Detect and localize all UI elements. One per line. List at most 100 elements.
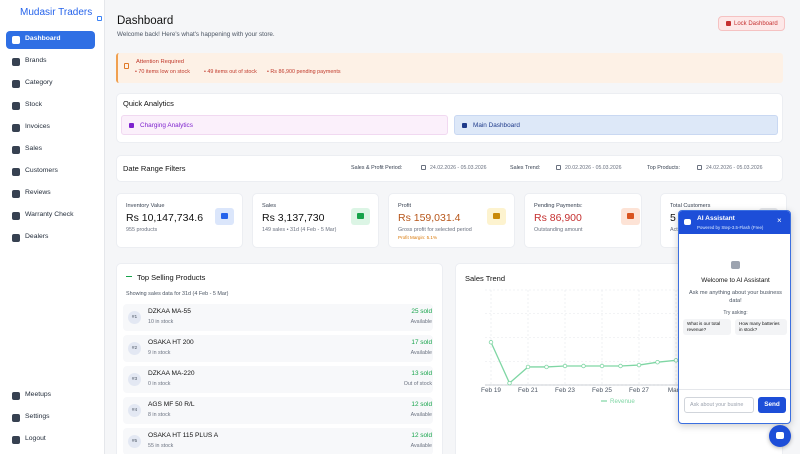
series-line: [490, 341, 677, 385]
kpi-note: Outstanding amount: [534, 227, 583, 233]
product-status: Available: [410, 319, 432, 325]
calendar-icon: [697, 165, 702, 170]
nav-label: Stock: [25, 101, 42, 108]
suggestion-chip[interactable]: What is our total revenue?: [683, 319, 731, 335]
suggestion-chip[interactable]: How many batteries in stock?: [735, 319, 787, 335]
rank-label: #1: [131, 314, 138, 320]
assistant-fab[interactable]: [769, 425, 791, 447]
nav-label: Invoices: [25, 123, 50, 130]
nav-label: Settings: [25, 413, 50, 420]
collapse-icon: [97, 16, 102, 21]
chat-input[interactable]: Ask about your busine: [684, 397, 754, 413]
kpi-value: Rs 10,147,734.6: [126, 212, 204, 224]
lock-icon: [726, 21, 731, 26]
filter-range[interactable]: 20.02.2026 - 05.03.2026: [565, 165, 622, 171]
data-point: [673, 358, 679, 363]
nav-item[interactable]: Settings: [6, 409, 95, 427]
button-label: Main Dashboard: [473, 122, 520, 129]
nav-icon: [12, 36, 20, 44]
lock-button[interactable]: Lock Dashboard: [718, 16, 785, 31]
rank-badge: #1: [128, 311, 141, 324]
filter-range[interactable]: 24.02.2026 - 05.03.2026: [430, 165, 487, 171]
product-name: AGS MF 50 R/L: [148, 401, 195, 408]
kpi-icon: [351, 208, 370, 225]
nav-item[interactable]: Warranty Check: [6, 207, 95, 225]
nav-label: Customers: [25, 167, 58, 174]
nav-item[interactable]: Customers: [6, 163, 95, 181]
fab-icon: [776, 432, 784, 439]
product-sold: 13 sold: [411, 370, 432, 377]
x-tick-label: Feb 21: [518, 387, 538, 394]
nav-item[interactable]: Dealers: [6, 229, 95, 247]
assistant-divider: [679, 389, 790, 390]
x-tick-label: Feb 19: [481, 387, 501, 394]
nav-icon: [12, 146, 20, 154]
section-subtitle: Showing sales data for 31d (4 Feb - 5 Ma…: [126, 291, 229, 297]
filter-range[interactable]: 24.02.2026 - 05.03.2026: [706, 165, 763, 171]
section-title: Top Selling Products: [137, 273, 206, 282]
button-icon: [129, 123, 134, 128]
nav-item[interactable]: Meetups: [6, 387, 95, 405]
analytics-button[interactable]: Charging Analytics: [121, 115, 448, 135]
product-status: Available: [410, 443, 432, 449]
product-name: DZKAA MA-220: [148, 370, 195, 377]
nav-item[interactable]: Sales: [6, 141, 95, 159]
nav-icon: [12, 190, 20, 198]
product-sold: 17 sold: [411, 339, 432, 346]
product-name: OSAKA HT 200: [148, 339, 194, 346]
nav-icon: [12, 102, 20, 110]
assistant-title: AI Assistant: [697, 215, 735, 222]
input-placeholder: Ask about your busine: [690, 402, 744, 408]
alert-item: • 49 items out of stock: [204, 69, 257, 75]
button-label: Charging Analytics: [140, 122, 193, 129]
kpi-label: Total Customers: [670, 203, 711, 209]
alert-box: [116, 53, 783, 83]
nav-item[interactable]: Stock: [6, 97, 95, 115]
nav-icon: [12, 234, 20, 242]
close-button[interactable]: ×: [777, 216, 782, 225]
nav-item[interactable]: Invoices: [6, 119, 95, 137]
send-button[interactable]: Send: [758, 397, 786, 413]
nav-icon: [12, 168, 20, 176]
robot-icon: [731, 261, 740, 269]
filter-label: Sales & Profit Period:: [351, 165, 403, 171]
kpi-note: Active: [670, 227, 685, 233]
data-point: [488, 340, 494, 345]
x-tick-label: Feb 27: [629, 387, 649, 394]
nav-item[interactable]: Brands: [6, 53, 95, 71]
product-status: Available: [410, 350, 432, 356]
sidebar: [0, 0, 105, 454]
nav-icon: [12, 80, 20, 88]
assistant-subtitle: Powered by Step-3.5-Flash (Free): [697, 225, 764, 230]
product-stock: 10 in stock: [148, 319, 174, 325]
section-title: Date Range Filters: [123, 164, 186, 173]
data-point: [655, 359, 660, 365]
analytics-button[interactable]: Main Dashboard: [454, 115, 778, 135]
kpi-value: Rs 86,900: [534, 212, 582, 224]
brand: Mudasir Traders: [20, 7, 93, 18]
date-filter-card: [116, 155, 783, 182]
product-sold: 12 sold: [411, 401, 432, 408]
kpi-value: Rs 3,137,730: [262, 212, 325, 224]
rank-label: #5: [131, 438, 138, 444]
kpi-icon-glyph: [627, 213, 634, 219]
product-sold: 12 sold: [411, 432, 432, 439]
rank-label: #4: [131, 407, 138, 413]
nav-label: Reviews: [25, 189, 51, 196]
trend-icon: [126, 276, 132, 279]
nav-item[interactable]: Logout: [6, 431, 95, 449]
nav-icon: [12, 58, 20, 66]
nav-icon: [12, 212, 20, 220]
product-row: #5 OSAKA HT 115 PLUS A 55 in stock 12 sold A…: [123, 428, 433, 454]
product-stock: 0 in stock: [148, 381, 171, 387]
kpi-icon: [215, 208, 234, 225]
nav-item[interactable]: Reviews: [6, 185, 95, 203]
product-row: #3 DZKAA MA-220 0 in stock 13 sold Out of st…: [123, 366, 433, 393]
nav-item[interactable]: Dashboard: [6, 31, 95, 49]
chart-title: Sales Trend: [465, 274, 505, 283]
data-point: [636, 362, 642, 368]
nav-icon: [12, 124, 20, 132]
nav-item[interactable]: Category: [6, 75, 95, 93]
try-label: Try asking:: [723, 310, 748, 316]
product-sold: 25 sold: [411, 308, 432, 315]
